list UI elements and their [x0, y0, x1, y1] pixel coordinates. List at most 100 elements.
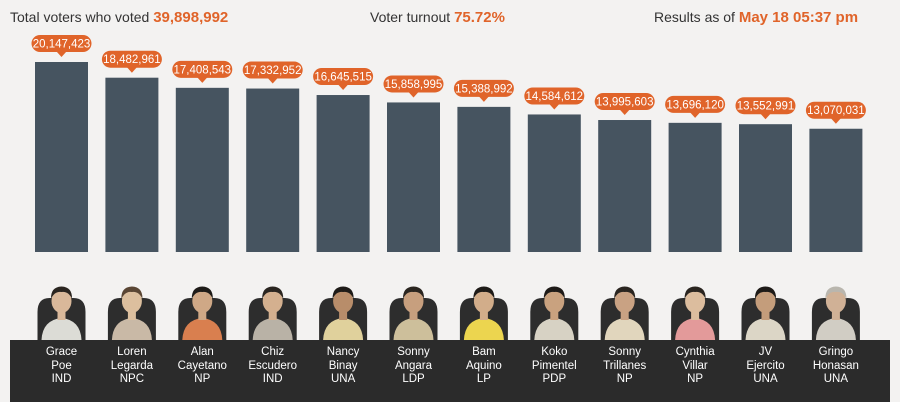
value-badge-4: 17,332,952 [242, 61, 303, 84]
value-label-7: 15,388,992 [455, 83, 513, 95]
portrait-icon-1 [37, 286, 86, 340]
results-as-of: Results as of May 18 05:37 pm [654, 9, 858, 26]
value-label-6: 15,858,995 [385, 79, 443, 91]
candidate-first-name: Alan [190, 346, 214, 358]
portrait-icon-11 [741, 286, 790, 340]
value-label-9: 13,995,603 [596, 97, 654, 109]
candidate-label-10: Cynthia Villar NP [662, 340, 728, 387]
candidate-party: LDP [402, 373, 425, 385]
bar-5 [316, 95, 370, 253]
candidate-party: NP [194, 373, 211, 385]
candidate-last-name: Poe [51, 359, 72, 372]
candidate-label-7: Bam Aquino LP [451, 340, 517, 387]
bar-6 [387, 102, 440, 253]
portrait-icon-8 [530, 286, 579, 340]
results-as-of-value: May 18 05:37 pm [738, 9, 859, 26]
candidate-party: NP [687, 373, 704, 385]
candidate-label-12: Gringo Honasan UNA [803, 340, 869, 387]
portrait-icon-10 [671, 286, 720, 340]
total-voters-label: Total voters who voted [10, 9, 150, 25]
bar-9 [598, 120, 652, 253]
candidate-first-name: Chiz [261, 346, 285, 358]
value-badge-1: 20,147,423 [31, 35, 92, 57]
candidate-party: UNA [753, 373, 778, 385]
total-voters-value: 39,898,992 [153, 9, 229, 26]
results-as-of-label: Results as of [654, 9, 735, 25]
value-label-11: 13,552,991 [737, 101, 795, 113]
portrait-icon-9 [600, 286, 649, 340]
header: Total voters who voted 39,898,992 Voter … [0, 0, 900, 34]
candidate-party: IND [262, 373, 283, 385]
candidate-first-name: Grace [45, 346, 78, 358]
candidate-party: NP [616, 373, 633, 385]
voter-turnout-value: 75.72% [454, 9, 505, 26]
candidate-last-name: Villar [682, 359, 708, 372]
bar-2 [105, 77, 159, 252]
candidate-first-name: Sonny [397, 346, 430, 358]
bar-7 [457, 106, 511, 252]
value-badge-6: 15,858,995 [383, 75, 444, 98]
candidate-first-name: Bam [472, 346, 496, 358]
portrait-icon-7 [459, 286, 508, 340]
bar-3 [175, 87, 229, 252]
value-label-1: 20,147,423 [33, 39, 91, 51]
total-voters: Total voters who voted 39,898,992 [10, 9, 228, 26]
value-badge-8: 14,584,612 [524, 87, 585, 110]
value-label-12: 13,070,031 [807, 105, 865, 117]
value-badge-2: 18,482,961 [101, 50, 162, 73]
portrait-icon-4 [248, 286, 297, 340]
candidate-party: PDP [542, 373, 567, 385]
candidate-label-3: Alan Cayetano NP [169, 340, 235, 387]
candidate-label-11: JV Ejercito UNA [733, 340, 799, 387]
value-badge-10: 13,696,120 [665, 95, 726, 118]
portrait-icon-2 [107, 286, 156, 340]
voter-turnout-label: Voter turnout [370, 9, 451, 25]
candidate-party: IND [51, 373, 72, 385]
candidate-last-name: Binay [328, 359, 358, 372]
candidate-first-name: Loren [117, 346, 147, 358]
bar-8 [527, 114, 581, 252]
candidate-last-name: Cayetano [177, 359, 227, 372]
portrait-icon-12 [811, 286, 860, 340]
candidate-label-1: Grace Poe IND [29, 340, 95, 387]
candidate-last-name: Escudero [248, 359, 297, 372]
voter-turnout: Voter turnout 75.72% [370, 9, 505, 26]
value-badge-11: 13,552,991 [735, 97, 796, 120]
candidate-last-name: Aquino [465, 359, 502, 372]
value-badge-5: 16,645,515 [313, 68, 374, 91]
value-label-4: 17,332,952 [244, 65, 302, 77]
bar-4 [246, 88, 300, 252]
candidate-last-name: Legarda [110, 359, 153, 372]
value-badge-9: 13,995,603 [594, 93, 655, 116]
candidate-party: UNA [330, 373, 356, 385]
candidate-first-name: Nancy [326, 346, 360, 358]
value-label-2: 18,482,961 [103, 54, 161, 66]
value-badge-12: 13,070,031 [805, 101, 866, 124]
candidate-first-name: Gringo [818, 346, 854, 358]
value-label-8: 14,584,612 [526, 91, 584, 103]
value-badge-7: 15,388,992 [453, 79, 514, 102]
candidate-label-5: Nancy Binay UNA [310, 340, 376, 387]
candidate-last-name: Angara [394, 359, 433, 372]
candidate-first-name: Koko [541, 346, 568, 358]
candidate-label-6: Sonny Angara LDP [381, 340, 447, 387]
portrait-icon-3 [178, 286, 227, 340]
candidate-label-bar: Grace Poe IND Loren Legarda NPC Alan Cayetano NP… [10, 340, 890, 402]
candidate-first-name: JV [758, 346, 773, 358]
bar-11 [739, 124, 792, 252]
candidate-label-2: Loren Legarda NPC [99, 340, 165, 387]
candidate-last-name: Trillanes [603, 359, 647, 372]
candidate-last-name: Honasan [812, 359, 859, 372]
candidate-label-4: Chiz Escudero IND [240, 340, 306, 387]
candidate-first-name: Sonny [608, 346, 641, 358]
bar-10 [668, 122, 722, 252]
candidate-party: NPC [119, 373, 145, 385]
candidate-last-name: Pimentel [531, 359, 577, 372]
bar-1 [35, 62, 88, 252]
value-badge-3: 17,408,543 [172, 60, 233, 83]
candidate-party: UNA [823, 373, 849, 385]
bar-12 [809, 128, 863, 252]
value-label-3: 17,408,543 [174, 64, 232, 76]
candidate-first-name: Cynthia [675, 346, 715, 358]
